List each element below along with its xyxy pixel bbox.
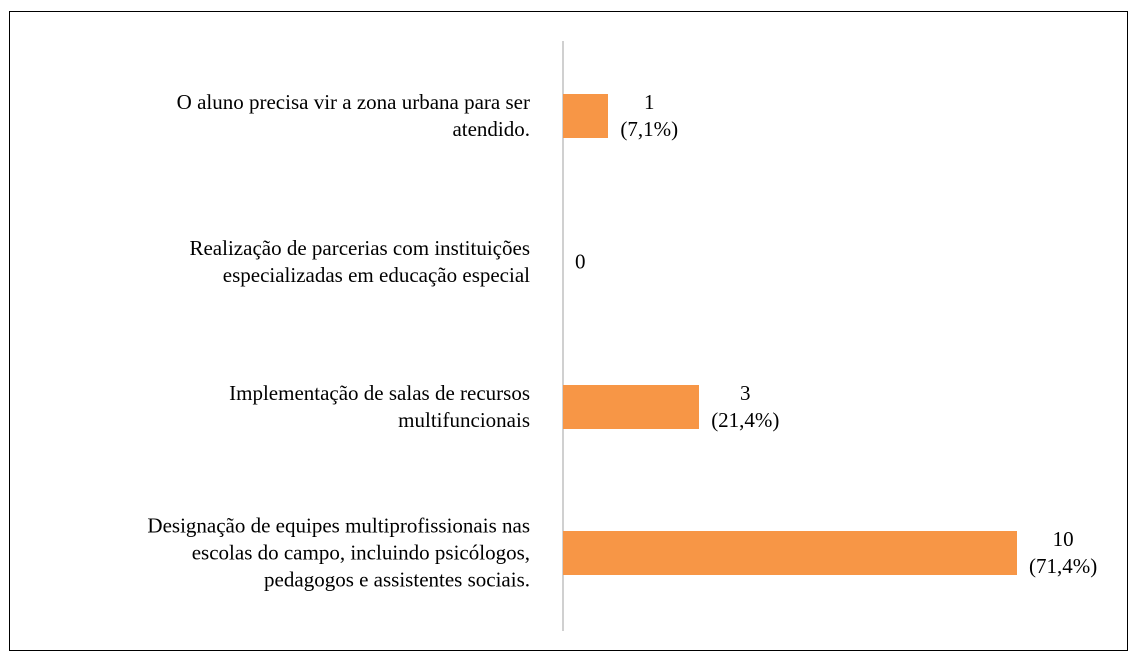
chart: O aluno precisa vir a zona urbana para s… [9, 11, 1128, 651]
data-label: 0 [575, 249, 586, 274]
category-label: Realização de parcerias com instituições… [189, 235, 530, 287]
bar [563, 94, 609, 138]
bar [563, 531, 1017, 576]
data-label: 10 (71,4%) [1029, 527, 1098, 579]
data-label: 3 (21,4%) [711, 381, 780, 433]
category-label: Designação de equipes multiprofissionais… [147, 513, 530, 592]
axis-line [562, 41, 564, 631]
bar [563, 385, 700, 430]
category-label: Implementação de salas de recursos multi… [229, 381, 530, 433]
data-label: 1 (7,1%) [620, 90, 679, 141]
category-label: O aluno precisa vir a zona urbana para s… [176, 90, 530, 141]
